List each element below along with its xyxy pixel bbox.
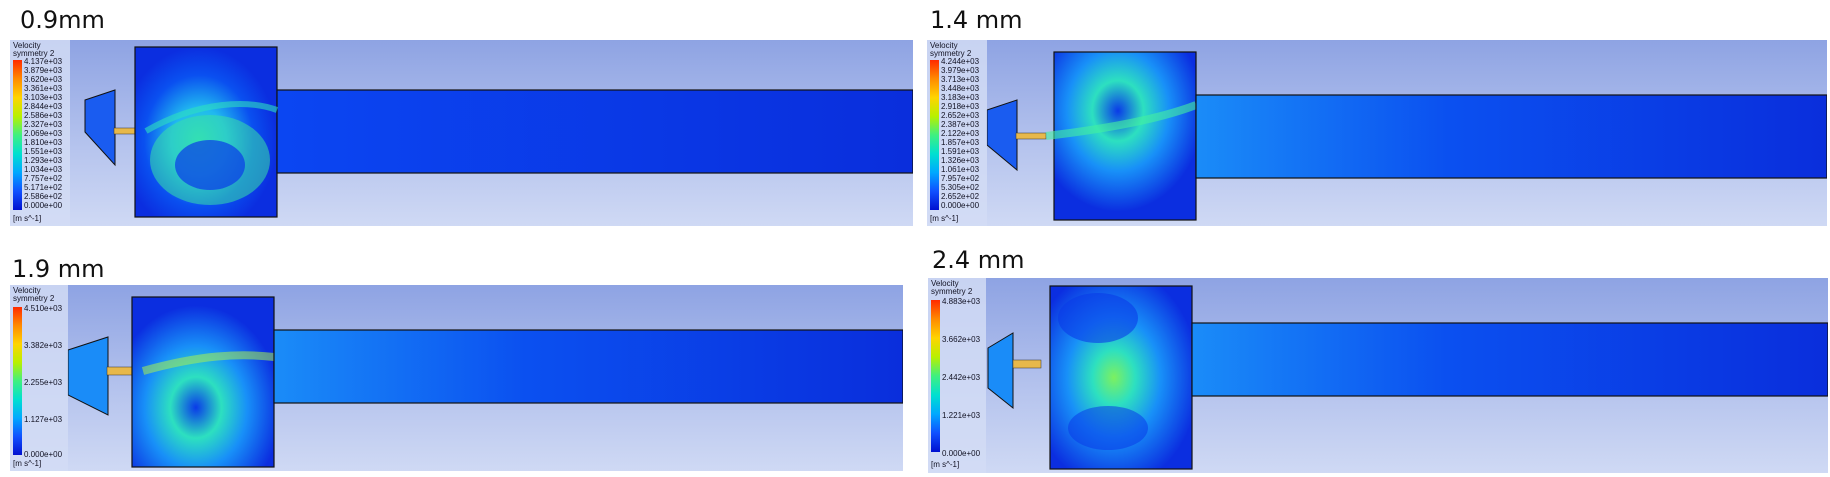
colorbar-tick: 2.586e+02 — [24, 192, 63, 201]
colorbar — [930, 60, 939, 210]
colorbar-tick: 2.652e+02 — [941, 192, 980, 201]
colorbar-tick: 1.127e+03 — [24, 415, 63, 424]
colorbar-tick: 3.979e+03 — [941, 66, 980, 75]
legend-variable: Velocity — [13, 41, 41, 50]
colorbar-tick: 4.244e+03 — [941, 57, 980, 66]
colorbar-tick: 4.137e+03 — [24, 57, 63, 66]
colorbar-tick: 1.221e+03 — [942, 411, 981, 420]
legend-surface: symmetry 2 — [931, 287, 973, 296]
colorbar-tick: 3.662e+03 — [942, 335, 981, 344]
colorbar-tick: 3.448e+03 — [941, 84, 980, 93]
flow-domain-image — [986, 51, 1827, 221]
colorbar-tick: 3.361e+03 — [24, 84, 63, 93]
panel-title: 2.4 mm — [932, 246, 1025, 274]
colorbar-tick: 3.713e+03 — [941, 75, 980, 84]
colorbar-tick: 1.810e+03 — [24, 138, 63, 147]
colorbar-tick: 1.061e+03 — [941, 165, 980, 174]
colorbar-tick: 2.918e+03 — [941, 102, 980, 111]
colorbar-tick: 0.000e+00 — [24, 450, 63, 459]
colorbar-tick: 1.326e+03 — [941, 156, 980, 165]
colorbar-tick: 2.586e+03 — [24, 111, 63, 120]
colorbar-tick: 2.069e+03 — [24, 129, 63, 138]
legend-variable: Velocity — [930, 41, 958, 50]
colorbar-tick: 2.327e+03 — [24, 120, 63, 129]
colorbar-tick: 4.883e+03 — [942, 297, 981, 306]
legend-title: Velocity symmetry 2 — [930, 42, 971, 58]
colorbar-unit: [m s^-1] — [13, 459, 42, 468]
panel-0-9mm: 0.9mm Velocity symmetry 2 4.137e+03 3 — [0, 0, 915, 230]
velocity-contour-plot: Velocity symmetry 2 4.137e+03 3.879e+03 3… — [10, 40, 913, 226]
colorbar-tick: 5.305e+02 — [941, 183, 980, 192]
legend-variable: Velocity — [13, 286, 41, 295]
legend-surface: symmetry 2 — [13, 294, 55, 303]
legend-title: Velocity symmetry 2 — [931, 280, 972, 296]
colorbar-tick: 7.757e+02 — [24, 174, 63, 183]
flow-domain-image — [67, 296, 903, 468]
colorbar-tick: 0.000e+00 — [942, 449, 981, 458]
legend-title: Velocity symmetry 2 — [13, 287, 54, 303]
colorbar-tick: 1.591e+03 — [941, 147, 980, 156]
colorbar-tick: 1.293e+03 — [24, 156, 63, 165]
colorbar-tick: 5.171e+02 — [24, 183, 63, 192]
colorbar-unit: [m s^-1] — [13, 214, 42, 223]
velocity-contour-plot: Velocity symmetry 2 4.883e+03 3.662e+03 2… — [928, 278, 1828, 473]
colorbar-tick: 0.000e+00 — [941, 201, 980, 210]
colorbar-legend: Velocity symmetry 2 4.137e+03 3.879e+03 3… — [10, 40, 70, 226]
colorbar-legend: Velocity symmetry 2 4.244e+03 3.979e+03 3… — [927, 40, 987, 226]
colorbar-legend: Velocity symmetry 2 4.883e+03 3.662e+03 2… — [928, 278, 986, 473]
colorbar-tick: 2.844e+03 — [24, 102, 63, 111]
colorbar-unit: [m s^-1] — [931, 460, 960, 469]
flow-domain-image — [84, 46, 913, 218]
colorbar-tick: 7.957e+02 — [941, 174, 980, 183]
colorbar-tick: 0.000e+00 — [24, 201, 63, 210]
colorbar-tick: 2.442e+03 — [942, 373, 981, 382]
colorbar — [13, 60, 22, 210]
colorbar-tick: 3.879e+03 — [24, 66, 63, 75]
colorbar-tick: 1.034e+03 — [24, 165, 63, 174]
legend-title: Velocity symmetry 2 — [13, 42, 54, 58]
colorbar-tick: 4.510e+03 — [24, 304, 63, 313]
panel-2-4mm: 2.4 mm Velocity symmetry 2 4.883e+03 3.66… — [925, 240, 1830, 477]
velocity-contour-plot: Velocity symmetry 2 4.510e+03 3.382e+03 2… — [10, 285, 903, 471]
panel-title: 0.9mm — [20, 6, 105, 34]
flow-domain-image — [987, 285, 1828, 470]
colorbar-tick: 2.122e+03 — [941, 129, 980, 138]
colorbar-tick: 3.103e+03 — [24, 93, 63, 102]
panel-title: 1.4 mm — [930, 6, 1023, 34]
colorbar-legend: Velocity symmetry 2 4.510e+03 3.382e+03 2… — [10, 285, 68, 471]
colorbar-tick: 1.551e+03 — [24, 147, 63, 156]
panel-1-4mm: 1.4 mm Velocity symmetry 2 4.244e+03 3.97… — [925, 0, 1830, 230]
legend-variable: Velocity — [931, 279, 959, 288]
colorbar-tick: 3.382e+03 — [24, 341, 63, 350]
panel-title: 1.9 mm — [12, 255, 105, 283]
colorbar-tick: 1.857e+03 — [941, 138, 980, 147]
colorbar-unit: [m s^-1] — [930, 214, 959, 223]
colorbar-tick: 3.620e+03 — [24, 75, 63, 84]
colorbar — [931, 300, 940, 452]
colorbar-tick: 2.387e+03 — [941, 120, 980, 129]
colorbar — [13, 307, 22, 455]
colorbar-tick: 2.652e+03 — [941, 111, 980, 120]
legend-surface: symmetry 2 — [930, 49, 972, 58]
panel-1-9mm: 1.9 mm Velocity symmetry 2 4.510e+03 3.38… — [0, 240, 915, 477]
colorbar-tick: 2.255e+03 — [24, 378, 63, 387]
colorbar-tick: 3.183e+03 — [941, 93, 980, 102]
velocity-contour-plot: Velocity symmetry 2 4.244e+03 3.979e+03 3… — [927, 40, 1827, 226]
legend-surface: symmetry 2 — [13, 49, 55, 58]
